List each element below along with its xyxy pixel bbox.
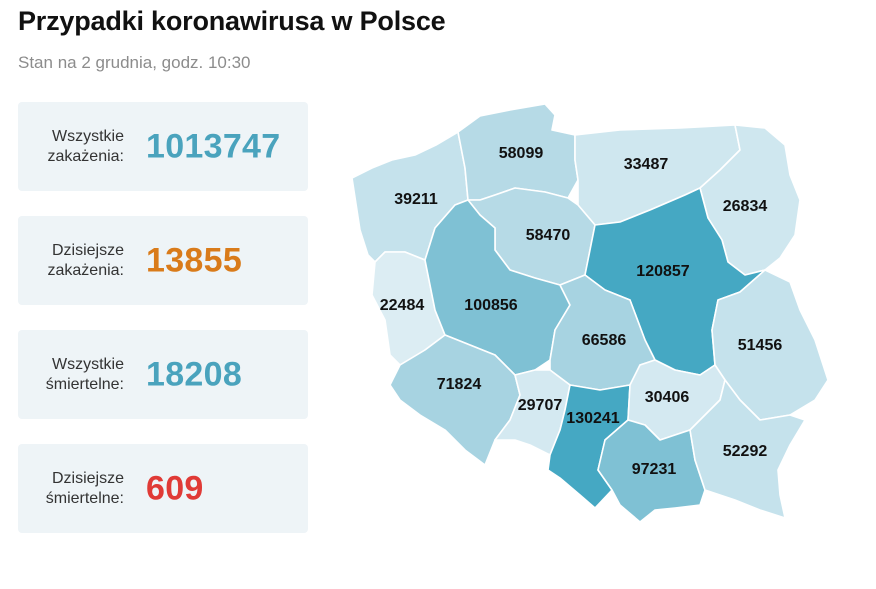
region-label: 66586 [582,332,627,349]
stat-value-today-infections: 13855 [146,241,243,279]
region-label: 71824 [437,376,482,393]
region-label: 51456 [738,337,783,354]
stat-value-total-deaths: 18208 [146,355,243,393]
stat-label-line: Dzisiejsze [51,241,124,259]
stat-label-line: Wszystkie [52,127,124,145]
stat-card-today-deaths: Dzisiejsze śmiertelne: 609 [18,444,308,533]
stat-value-total-infections: 1013747 [146,127,281,165]
region-label: 29707 [518,397,563,414]
stat-label-line: śmiertelne: [45,375,124,393]
stat-label-line: Wszystkie [52,355,124,373]
stat-label: Dzisiejsze zakażenia: [18,241,125,281]
region-label: 52292 [723,443,768,460]
stat-label: Wszystkie zakażenia: [18,127,125,167]
stat-card-today-infections: Dzisiejsze zakażenia: 13855 [18,216,308,305]
region-label: 100856 [464,297,517,314]
region-label: 22484 [380,297,425,314]
region-label: 39211 [394,191,438,208]
region-label: 58470 [526,227,571,244]
stat-label: Dzisiejsze śmiertelne: [18,469,124,509]
stat-label-line: Dzisiejsze [51,469,124,487]
region-label: 97231 [632,461,677,478]
region-label: 30406 [645,389,690,406]
stat-label-line: zakażenia: [47,261,125,279]
page-subtitle: Stan na 2 grudnia, godz. 10:30 [18,53,251,72]
stat-value-today-deaths: 609 [146,469,204,507]
stat-label-line: zakażenia: [47,147,125,165]
poland-voivodeship-map: 39211 58099 33487 26834 58470 120857 224… [351,103,829,523]
stat-label-line: śmiertelne: [45,489,124,507]
region-label: 26834 [723,198,768,215]
stat-card-total-deaths: Wszystkie śmiertelne: 18208 [18,330,308,419]
region-area[interactable] [597,419,706,523]
region-label: 33487 [624,156,669,173]
region-area[interactable] [689,379,806,519]
page-title: Przypadki koronawirusa w Polsce [18,6,446,36]
stat-label: Wszystkie śmiertelne: [18,355,124,395]
region-label: 58099 [499,145,544,162]
region-label: 120857 [636,263,689,280]
stat-card-total-infections: Wszystkie zakażenia: 1013747 [18,102,308,191]
region-label: 130241 [566,410,619,427]
